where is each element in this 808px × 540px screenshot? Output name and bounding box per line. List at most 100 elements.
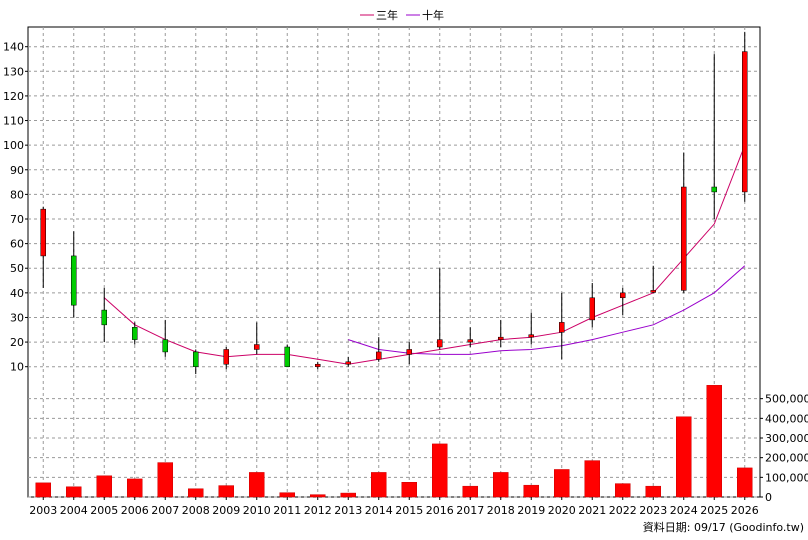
x-axis-tick-label: 2021 — [578, 504, 606, 517]
price-axis-tick-label: 110 — [3, 115, 24, 128]
candle-body — [437, 339, 443, 348]
volume-bar — [371, 472, 387, 498]
candle-body — [254, 344, 260, 350]
candle-body — [132, 327, 138, 340]
volume-axis-tick-label: 400,000 — [765, 412, 808, 425]
candle-body — [559, 322, 565, 333]
candle-body — [376, 351, 382, 360]
price-axis-tick-label: 60 — [10, 238, 24, 251]
candle-body — [681, 186, 687, 291]
x-axis-tick-label: 2026 — [731, 504, 759, 517]
legend-ma10-label: 十年 — [422, 8, 444, 22]
x-axis-tick-label: 2010 — [243, 504, 271, 517]
price-axis-tick-label: 10 — [10, 361, 24, 374]
volume-axis-tick-label: 300,000 — [765, 432, 808, 445]
price-axis-tick-label: 40 — [10, 287, 24, 300]
legend-ma3-label: 三年 — [376, 8, 398, 22]
candle-body — [498, 336, 504, 340]
x-axis-tick-label: 2016 — [426, 504, 454, 517]
source-note: 資料日期: 09/17 (Goodinfo.tw) — [643, 520, 804, 534]
volume-axis-tick-label: 200,000 — [765, 452, 808, 465]
volume-bar — [249, 472, 265, 498]
volume-bar — [523, 484, 539, 498]
x-axis-tick-label: 2017 — [456, 504, 484, 517]
price-axis-tick-label: 140 — [3, 41, 24, 54]
x-axis-tick-label: 2025 — [700, 504, 728, 517]
candle-body — [101, 309, 107, 326]
volume-bar — [645, 485, 661, 498]
price-axis-tick-label: 30 — [10, 311, 24, 324]
price-axis-tick-label: 70 — [10, 213, 24, 226]
x-axis-tick-label: 2012 — [304, 504, 332, 517]
x-axis-tick-label: 2008 — [182, 504, 210, 517]
price-axis-tick-label: 90 — [10, 164, 24, 177]
legend: 三年 十年 — [360, 8, 444, 22]
price-axis-tick-label: 100 — [3, 139, 24, 152]
candle-body — [40, 208, 46, 257]
candle-body — [620, 292, 626, 299]
candle-body — [528, 334, 534, 338]
candle-body — [406, 349, 412, 355]
candle-body — [193, 351, 199, 367]
volume-bar — [96, 475, 112, 498]
x-axis-tick-label: 2011 — [273, 504, 301, 517]
price-axis-tick-label: 80 — [10, 188, 24, 201]
plot-area: 10 20 30 40 50 60 70 80 90 100 110 120 130 140 0 100,00… — [3, 26, 808, 517]
x-axis-tick-label: 2023 — [639, 504, 667, 517]
volume-bar — [66, 486, 82, 498]
x-axis-tick-label: 2019 — [517, 504, 545, 517]
candle-body — [742, 51, 748, 193]
volume-bar — [401, 482, 417, 498]
price-axis-tick-label: 50 — [10, 262, 24, 275]
x-axis-tick-label: 2007 — [151, 504, 179, 517]
candle-body — [223, 349, 229, 365]
candle-body — [711, 186, 717, 193]
volume-bar — [432, 443, 448, 498]
x-axis-tick-label: 2014 — [365, 504, 393, 517]
x-axis-tick-label: 2009 — [212, 504, 240, 517]
x-axis-tick-label: 2024 — [670, 504, 698, 517]
candle-body — [284, 346, 290, 367]
volume-bar — [218, 485, 234, 498]
x-axis-tick-label: 2020 — [548, 504, 576, 517]
volume-bar — [737, 467, 753, 498]
volume-bar — [310, 494, 326, 498]
volume-bar — [127, 478, 143, 498]
volume-axis-tick-label: 100,000 — [765, 471, 808, 484]
ma3-line — [103, 145, 746, 365]
volume-bar — [35, 482, 51, 498]
candle-body — [650, 290, 656, 293]
candle-body — [467, 339, 473, 343]
x-axis-tick-label: 2004 — [60, 504, 88, 517]
volume-bar — [676, 416, 692, 498]
candle-body — [589, 297, 595, 321]
volume-bar — [615, 483, 631, 498]
candle-body — [162, 339, 168, 353]
x-axis-tick-label: 2013 — [334, 504, 362, 517]
volume-bar — [188, 488, 204, 498]
candle-body — [71, 255, 77, 306]
volume-axis-tick-label: 500,000 — [765, 393, 808, 406]
x-axis-tick-label: 2003 — [29, 504, 57, 517]
volume-bar — [340, 492, 356, 498]
x-axis-tick-label: 2022 — [609, 504, 637, 517]
volume-bar — [157, 462, 173, 498]
volume-axis-tick-label: 0 — [765, 491, 772, 504]
plot-frame — [27, 26, 761, 498]
volume-bar — [706, 385, 722, 498]
x-axis-tick-label: 2015 — [395, 504, 423, 517]
price-axis-tick-label: 20 — [10, 336, 24, 349]
volume-bar — [493, 472, 509, 498]
price-axis-tick-label: 130 — [3, 65, 24, 78]
volume-bar — [279, 492, 295, 498]
x-axis-tick-label: 2005 — [90, 504, 118, 517]
volume-bar — [554, 469, 570, 498]
candle-body — [315, 363, 321, 367]
x-axis-tick-label: 2006 — [121, 504, 149, 517]
candle-body — [345, 361, 351, 365]
volume-bar — [462, 485, 478, 498]
price-axis-tick-label: 120 — [3, 90, 24, 103]
volume-bar — [584, 460, 600, 498]
x-axis-tick-label: 2018 — [487, 504, 515, 517]
